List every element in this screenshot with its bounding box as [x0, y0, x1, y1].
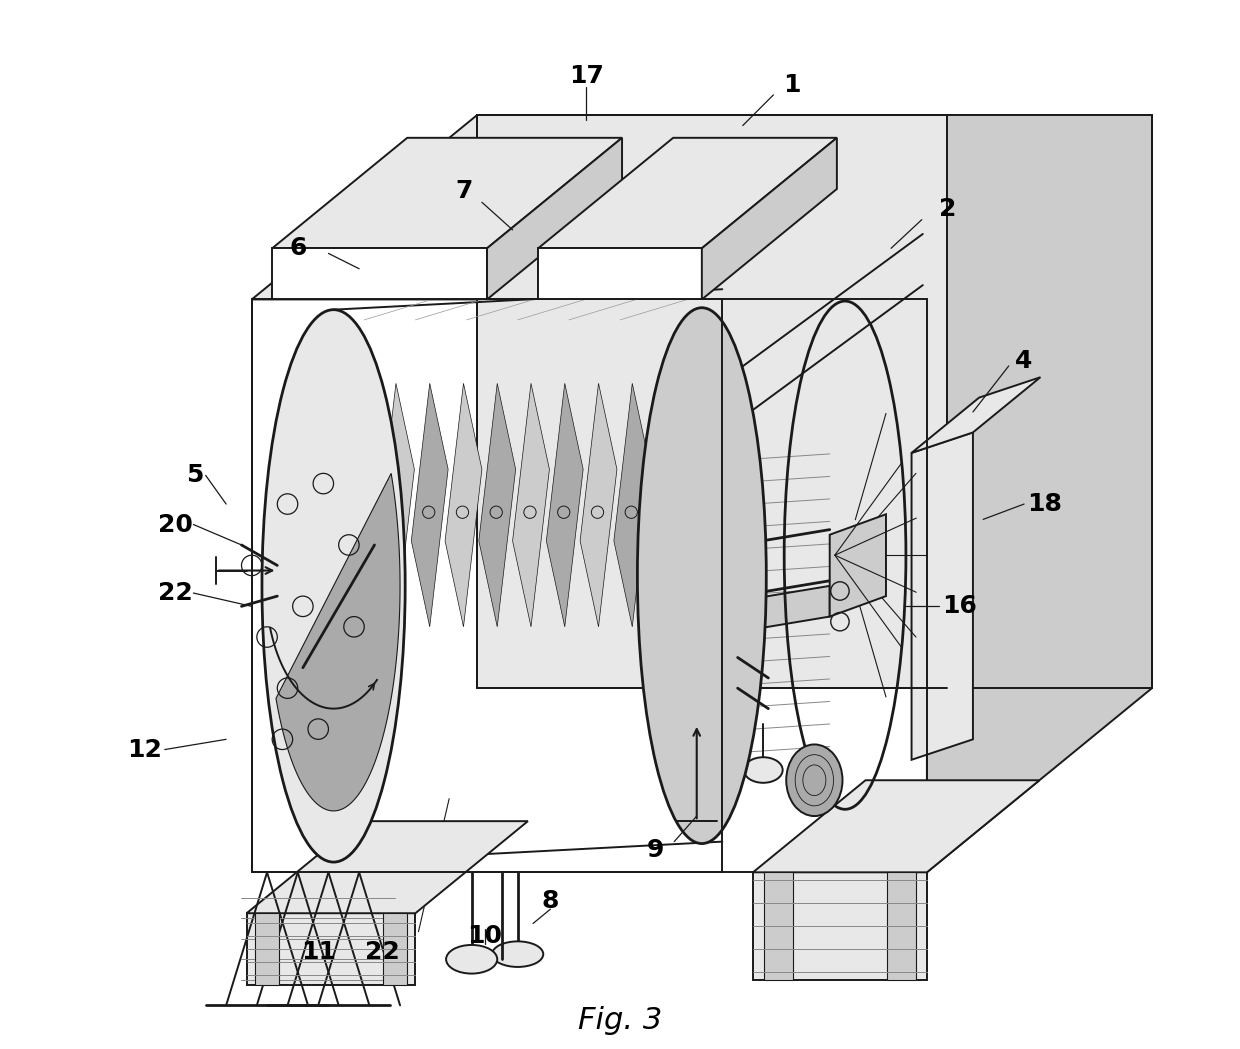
Text: 1: 1 [784, 72, 801, 97]
Polygon shape [538, 137, 837, 249]
Text: Fig. 3: Fig. 3 [578, 1006, 662, 1035]
Polygon shape [547, 383, 583, 627]
Text: 17: 17 [569, 64, 604, 88]
Polygon shape [764, 873, 792, 980]
Polygon shape [273, 249, 487, 299]
Text: 4: 4 [1016, 349, 1033, 372]
Polygon shape [512, 383, 549, 627]
Polygon shape [277, 473, 401, 811]
Ellipse shape [744, 757, 782, 783]
Polygon shape [647, 383, 684, 627]
Text: 9: 9 [647, 838, 665, 862]
Ellipse shape [492, 941, 543, 967]
Polygon shape [722, 115, 1152, 299]
Polygon shape [911, 378, 1040, 453]
Text: 22: 22 [157, 581, 192, 605]
Polygon shape [377, 383, 414, 627]
Polygon shape [911, 432, 973, 759]
Text: 22: 22 [366, 940, 401, 964]
Polygon shape [479, 383, 516, 627]
Text: 12: 12 [126, 737, 161, 762]
Polygon shape [753, 873, 926, 980]
Polygon shape [753, 780, 1039, 873]
Polygon shape [273, 137, 622, 249]
Text: 6: 6 [289, 236, 306, 260]
Text: 2: 2 [939, 197, 956, 221]
Polygon shape [252, 115, 947, 299]
Ellipse shape [637, 307, 766, 843]
Ellipse shape [786, 745, 842, 816]
Text: 11: 11 [301, 940, 336, 964]
Polygon shape [681, 383, 718, 627]
Polygon shape [445, 383, 482, 627]
Text: 18: 18 [1027, 492, 1061, 516]
Polygon shape [707, 586, 830, 637]
Polygon shape [926, 115, 1152, 873]
Polygon shape [477, 115, 947, 688]
Polygon shape [614, 383, 651, 627]
Polygon shape [830, 514, 885, 617]
Ellipse shape [446, 945, 497, 973]
Polygon shape [487, 137, 622, 299]
Text: 10: 10 [467, 924, 502, 947]
Polygon shape [702, 137, 837, 299]
Text: 7: 7 [456, 179, 474, 204]
Text: 5: 5 [186, 464, 203, 488]
Ellipse shape [262, 309, 405, 862]
Polygon shape [412, 383, 448, 627]
Polygon shape [538, 249, 702, 299]
Polygon shape [947, 115, 1152, 688]
Text: 8: 8 [542, 889, 559, 913]
Text: 20: 20 [157, 513, 192, 536]
Polygon shape [254, 914, 279, 985]
Polygon shape [580, 383, 618, 627]
Polygon shape [247, 821, 528, 914]
Polygon shape [887, 873, 915, 980]
Polygon shape [247, 914, 415, 985]
Text: 16: 16 [942, 595, 977, 618]
Polygon shape [343, 383, 381, 627]
Polygon shape [383, 914, 407, 985]
